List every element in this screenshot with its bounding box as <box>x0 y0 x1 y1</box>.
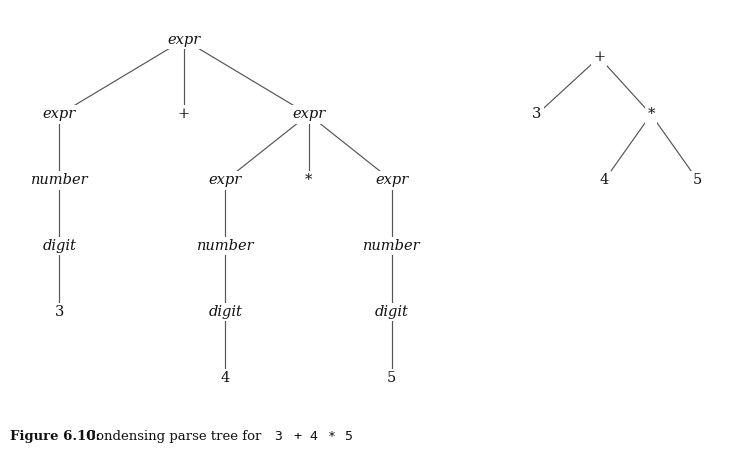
Text: expr: expr <box>168 33 201 47</box>
Text: *: * <box>647 108 655 121</box>
Text: 3: 3 <box>532 108 541 121</box>
Text: +: + <box>293 429 302 443</box>
Text: 5: 5 <box>387 371 396 385</box>
Text: expr: expr <box>375 173 408 188</box>
Text: 4: 4 <box>310 429 318 443</box>
Text: number: number <box>362 239 420 253</box>
Text: expr: expr <box>43 108 76 121</box>
Text: digit: digit <box>42 239 77 253</box>
Text: number: number <box>31 173 88 188</box>
Text: *: * <box>305 173 312 188</box>
Text: *: * <box>328 429 336 443</box>
Text: expr: expr <box>292 108 325 121</box>
Text: number: number <box>197 239 254 253</box>
Text: 3: 3 <box>274 429 283 443</box>
Text: digit: digit <box>208 305 242 319</box>
Text: digit: digit <box>374 305 408 319</box>
Text: Figure 6.10:: Figure 6.10: <box>10 429 100 443</box>
Text: 5: 5 <box>693 173 702 188</box>
Text: +: + <box>178 108 190 121</box>
Text: 4: 4 <box>221 371 230 385</box>
Text: +: + <box>593 50 605 64</box>
Text: Condensing parse tree for: Condensing parse tree for <box>86 429 262 443</box>
Text: 3: 3 <box>55 305 64 319</box>
Text: 4: 4 <box>600 173 609 188</box>
Text: 5: 5 <box>344 429 353 443</box>
Text: expr: expr <box>209 173 242 188</box>
